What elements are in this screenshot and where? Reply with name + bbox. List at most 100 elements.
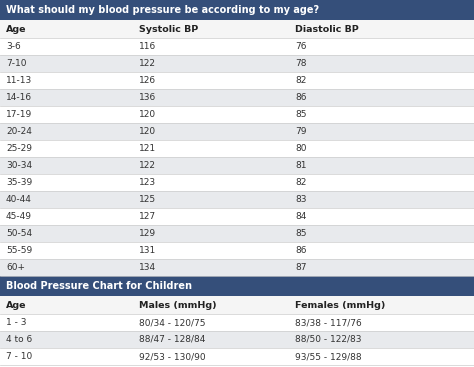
Bar xyxy=(133,157,289,174)
Text: 14-16: 14-16 xyxy=(6,93,32,102)
Bar xyxy=(0,296,133,314)
Bar xyxy=(0,242,133,259)
Bar xyxy=(0,106,133,123)
Bar xyxy=(0,89,133,106)
Bar xyxy=(0,365,474,367)
Bar xyxy=(133,123,289,140)
Bar xyxy=(289,174,474,191)
Text: 134: 134 xyxy=(139,263,156,272)
Bar xyxy=(0,72,133,89)
Bar xyxy=(133,348,289,365)
Bar xyxy=(133,106,289,123)
Bar xyxy=(0,259,133,276)
Bar xyxy=(133,38,289,55)
Text: 122: 122 xyxy=(139,161,156,170)
Bar xyxy=(289,89,474,106)
Text: 127: 127 xyxy=(139,212,156,221)
Text: 88/50 - 122/83: 88/50 - 122/83 xyxy=(295,335,362,344)
Bar xyxy=(289,157,474,174)
Text: 129: 129 xyxy=(139,229,156,238)
Text: 76: 76 xyxy=(295,42,307,51)
Text: 120: 120 xyxy=(139,110,156,119)
Bar xyxy=(133,242,289,259)
Bar xyxy=(0,38,133,55)
Text: 80/34 - 120/75: 80/34 - 120/75 xyxy=(139,318,205,327)
Text: 40-44: 40-44 xyxy=(6,195,32,204)
Text: 136: 136 xyxy=(139,93,156,102)
Bar xyxy=(0,331,133,348)
Text: 81: 81 xyxy=(295,161,307,170)
Text: 92/53 - 130/90: 92/53 - 130/90 xyxy=(139,352,205,361)
Bar xyxy=(0,276,474,296)
Bar xyxy=(0,225,133,242)
Text: 20-24: 20-24 xyxy=(6,127,32,136)
Bar xyxy=(0,0,474,20)
Bar xyxy=(133,208,289,225)
Text: 4 to 6: 4 to 6 xyxy=(6,335,32,344)
Bar xyxy=(289,331,474,348)
Bar xyxy=(133,259,289,276)
Text: 86: 86 xyxy=(295,93,307,102)
Text: 30-34: 30-34 xyxy=(6,161,32,170)
Text: 120: 120 xyxy=(139,127,156,136)
Bar xyxy=(133,140,289,157)
Text: Males (mmHg): Males (mmHg) xyxy=(139,301,216,309)
Text: 85: 85 xyxy=(295,110,307,119)
Bar xyxy=(0,123,133,140)
Bar xyxy=(289,72,474,89)
Bar xyxy=(289,296,474,314)
Bar xyxy=(289,259,474,276)
Bar xyxy=(0,20,133,38)
Bar xyxy=(0,140,133,157)
Bar xyxy=(289,38,474,55)
Bar xyxy=(133,55,289,72)
Text: Blood Pressure Chart for Children: Blood Pressure Chart for Children xyxy=(6,281,192,291)
Text: What should my blood pressure be according to my age?: What should my blood pressure be accordi… xyxy=(6,5,319,15)
Text: 86: 86 xyxy=(295,246,307,255)
Text: 35-39: 35-39 xyxy=(6,178,32,187)
Text: 55-59: 55-59 xyxy=(6,246,32,255)
Text: 45-49: 45-49 xyxy=(6,212,32,221)
Text: 84: 84 xyxy=(295,212,307,221)
Bar xyxy=(0,348,133,365)
Bar xyxy=(289,242,474,259)
Bar xyxy=(0,191,133,208)
Bar xyxy=(133,20,289,38)
Bar xyxy=(289,348,474,365)
Text: 80: 80 xyxy=(295,144,307,153)
Text: 125: 125 xyxy=(139,195,156,204)
Bar xyxy=(289,225,474,242)
Bar xyxy=(133,191,289,208)
Bar xyxy=(289,20,474,38)
Bar xyxy=(0,157,133,174)
Text: 121: 121 xyxy=(139,144,156,153)
Bar xyxy=(133,89,289,106)
Text: 87: 87 xyxy=(295,263,307,272)
Text: 60+: 60+ xyxy=(6,263,25,272)
Text: 88/47 - 128/84: 88/47 - 128/84 xyxy=(139,335,205,344)
Text: 17-19: 17-19 xyxy=(6,110,32,119)
Text: 82: 82 xyxy=(295,76,307,85)
Text: 85: 85 xyxy=(295,229,307,238)
Bar xyxy=(133,296,289,314)
Text: 116: 116 xyxy=(139,42,156,51)
Text: 50-54: 50-54 xyxy=(6,229,32,238)
Text: 131: 131 xyxy=(139,246,156,255)
Text: Diastolic BP: Diastolic BP xyxy=(295,25,359,33)
Text: 25-29: 25-29 xyxy=(6,144,32,153)
Text: 7-10: 7-10 xyxy=(6,59,27,68)
Bar xyxy=(133,331,289,348)
Bar xyxy=(289,123,474,140)
Text: 82: 82 xyxy=(295,178,307,187)
Text: 83/38 - 117/76: 83/38 - 117/76 xyxy=(295,318,362,327)
Bar xyxy=(133,225,289,242)
Text: Age: Age xyxy=(6,301,27,309)
Bar xyxy=(133,314,289,331)
Bar xyxy=(0,208,133,225)
Text: 126: 126 xyxy=(139,76,156,85)
Text: 7 - 10: 7 - 10 xyxy=(6,352,32,361)
Bar xyxy=(289,106,474,123)
Text: 93/55 - 129/88: 93/55 - 129/88 xyxy=(295,352,362,361)
Bar xyxy=(0,314,133,331)
Text: 78: 78 xyxy=(295,59,307,68)
